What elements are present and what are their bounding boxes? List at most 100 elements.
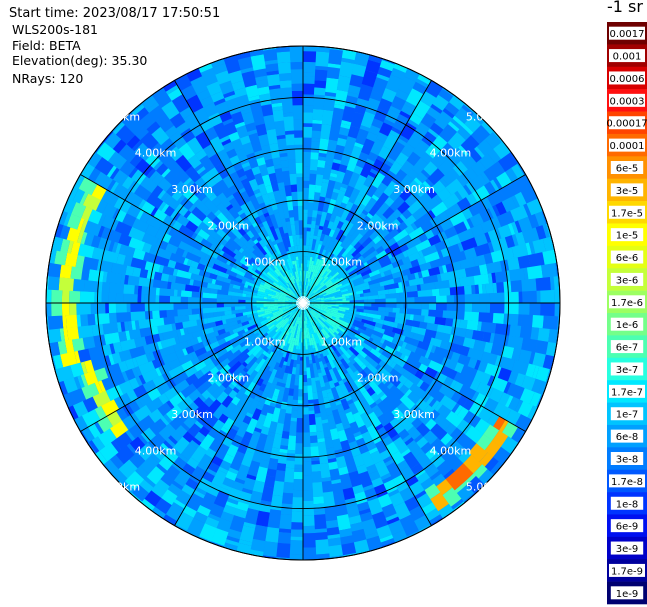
- scan-cell: [352, 276, 364, 284]
- scan-cell: [207, 315, 223, 324]
- scan-cell: [349, 521, 364, 532]
- scan-cell: [162, 514, 178, 526]
- scan-cell: [165, 158, 183, 176]
- scan-cell: [309, 305, 324, 311]
- scan-cell: [73, 415, 88, 432]
- scan-cell: [493, 216, 502, 229]
- scan-cell: [258, 134, 270, 147]
- scan-cell: [277, 337, 286, 348]
- scan-cell: [365, 107, 377, 115]
- scan-cell: [303, 61, 316, 74]
- scan-cell: [223, 320, 238, 329]
- scan-cell: [339, 473, 352, 487]
- scan-cell: [158, 332, 164, 342]
- scan-cell: [383, 133, 399, 151]
- scan-cell: [321, 480, 333, 490]
- scan-cell: [313, 496, 325, 505]
- scan-cell: [375, 245, 385, 255]
- scan-cell: [351, 384, 364, 400]
- scan-cell: [219, 460, 232, 471]
- scan-cell: [479, 153, 496, 170]
- scan-cell: [223, 210, 231, 218]
- scan-cell: [161, 168, 171, 178]
- scan-cell: [144, 310, 153, 320]
- scan-cell: [168, 378, 177, 388]
- scan-cell: [509, 324, 522, 338]
- colorbar-label-box: [609, 205, 645, 219]
- scan-cell: [276, 324, 281, 329]
- scan-cell: [444, 453, 464, 472]
- scan-cell: [161, 489, 178, 506]
- scan-cell: [211, 278, 217, 285]
- scan-cell: [224, 539, 239, 547]
- scan-cell: [361, 236, 373, 248]
- scan-cell: [305, 249, 309, 257]
- scan-cell: [278, 295, 293, 301]
- scan-cell: [315, 51, 330, 67]
- scan-cell: [487, 241, 495, 253]
- scan-cell: [362, 273, 371, 280]
- scan-cell: [104, 362, 122, 378]
- scan-cell: [389, 468, 401, 477]
- scan-cell: [149, 317, 165, 328]
- scan-cell: [358, 396, 366, 403]
- scan-cell: [322, 363, 328, 369]
- scan-cell: [320, 295, 328, 299]
- scan-cell: [467, 347, 484, 361]
- scan-cell: [302, 457, 312, 462]
- scan-cell: [287, 329, 295, 345]
- scan-cell: [361, 318, 376, 327]
- scan-cell: [336, 288, 341, 292]
- scan-cell: [297, 396, 303, 401]
- scan-cell: [294, 443, 303, 455]
- scan-cell: [94, 367, 109, 382]
- scan-cell: [398, 134, 409, 144]
- scan-cell: [372, 250, 379, 257]
- scan-cell: [246, 152, 259, 169]
- scan-cell: [313, 398, 321, 414]
- scan-cell: [272, 310, 284, 317]
- scan-cell: [430, 150, 449, 169]
- scan-cell: [197, 228, 210, 241]
- scan-cell: [330, 386, 341, 403]
- colorbar-label-box: [610, 586, 644, 600]
- scan-cell: [60, 351, 78, 368]
- scan-cell: [408, 351, 422, 362]
- scan-cell: [491, 272, 497, 284]
- scan-cell: [291, 268, 297, 280]
- scan-cell: [468, 443, 488, 463]
- scan-cell: [268, 84, 281, 90]
- scan-cell: [351, 63, 367, 78]
- scan-cell: [110, 440, 122, 453]
- scan-cell: [309, 170, 318, 175]
- scan-cell: [344, 427, 356, 444]
- scan-cell: [155, 238, 162, 248]
- scan-cell: [325, 227, 332, 236]
- scan-cell: [526, 198, 544, 216]
- scan-cell: [322, 200, 331, 213]
- scan-cell: [87, 313, 96, 326]
- scan-cell: [187, 423, 202, 438]
- scan-cell: [231, 480, 245, 492]
- scan-cell: [335, 303, 343, 306]
- scan-cell: [287, 282, 293, 290]
- scan-cell: [251, 267, 257, 272]
- scan-cell: [239, 399, 253, 416]
- scan-cell: [195, 131, 212, 150]
- scan-cell: [314, 277, 325, 290]
- scan-cell: [378, 360, 394, 374]
- scan-cell: [206, 211, 217, 222]
- scan-cell: [317, 196, 326, 212]
- scan-cell: [368, 269, 381, 278]
- colorbar-label: 6e-8: [616, 432, 639, 443]
- scan-cell: [236, 239, 245, 248]
- scan-cell: [61, 302, 70, 316]
- scan-cell: [522, 290, 537, 304]
- scan-cell: [393, 363, 406, 375]
- scan-cell: [295, 374, 300, 379]
- scan-cell: [266, 315, 271, 320]
- scan-cell: [490, 343, 504, 357]
- scan-cell: [442, 107, 455, 119]
- scan-cell: [193, 396, 204, 408]
- scan-cell: [184, 284, 200, 293]
